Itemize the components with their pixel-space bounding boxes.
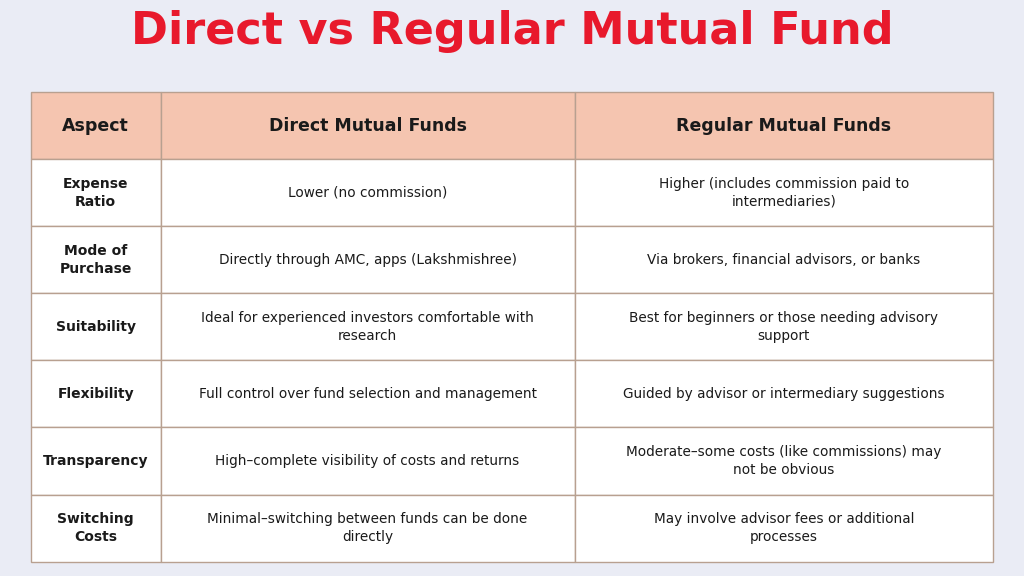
Text: Moderate–some costs (like commissions) may
not be obvious: Moderate–some costs (like commissions) m… [627,445,942,477]
Text: Mode of
Purchase: Mode of Purchase [59,244,132,276]
Text: Higher (includes commission paid to
intermediaries): Higher (includes commission paid to inte… [658,177,909,209]
Bar [161,427,574,495]
Bar [574,226,993,293]
Text: Guided by advisor or intermediary suggestions: Guided by advisor or intermediary sugges… [624,387,945,401]
Text: Flexibility: Flexibility [57,387,134,401]
Bar [574,293,993,361]
Bar [574,495,993,562]
Bar [161,495,574,562]
Text: Ideal for experienced investors comfortable with
research: Ideal for experienced investors comforta… [201,310,535,343]
Bar [31,293,161,361]
Bar [161,92,574,159]
Bar [161,159,574,226]
Bar [31,427,161,495]
Text: Full control over fund selection and management: Full control over fund selection and man… [199,387,537,401]
Bar [161,293,574,361]
Text: Direct Mutual Funds: Direct Mutual Funds [268,117,467,135]
Bar [31,226,161,293]
Text: Directly through AMC, apps (Lakshmishree): Directly through AMC, apps (Lakshmishree… [218,253,517,267]
Bar [31,159,161,226]
Text: May involve advisor fees or additional
processes: May involve advisor fees or additional p… [653,512,914,544]
Text: Transparency: Transparency [43,454,148,468]
Bar [31,361,161,427]
Bar [31,92,161,159]
Text: Direct vs Regular Mutual Fund: Direct vs Regular Mutual Fund [131,10,893,53]
Bar [31,495,161,562]
Text: Suitability: Suitability [55,320,136,334]
Text: High–complete visibility of costs and returns: High–complete visibility of costs and re… [215,454,520,468]
Bar [161,226,574,293]
Text: Lower (no commission): Lower (no commission) [288,185,447,200]
Text: Regular Mutual Funds: Regular Mutual Funds [677,117,892,135]
Bar [161,361,574,427]
Text: Expense
Ratio: Expense Ratio [62,177,128,209]
Text: Best for beginners or those needing advisory
support: Best for beginners or those needing advi… [630,310,938,343]
Text: Aspect: Aspect [62,117,129,135]
Bar [574,361,993,427]
Bar [574,92,993,159]
Bar [574,427,993,495]
Text: Minimal–switching between funds can be done
directly: Minimal–switching between funds can be d… [208,512,527,544]
Text: Switching
Costs: Switching Costs [57,512,134,544]
Bar [574,159,993,226]
Text: Via brokers, financial advisors, or banks: Via brokers, financial advisors, or bank… [647,253,921,267]
